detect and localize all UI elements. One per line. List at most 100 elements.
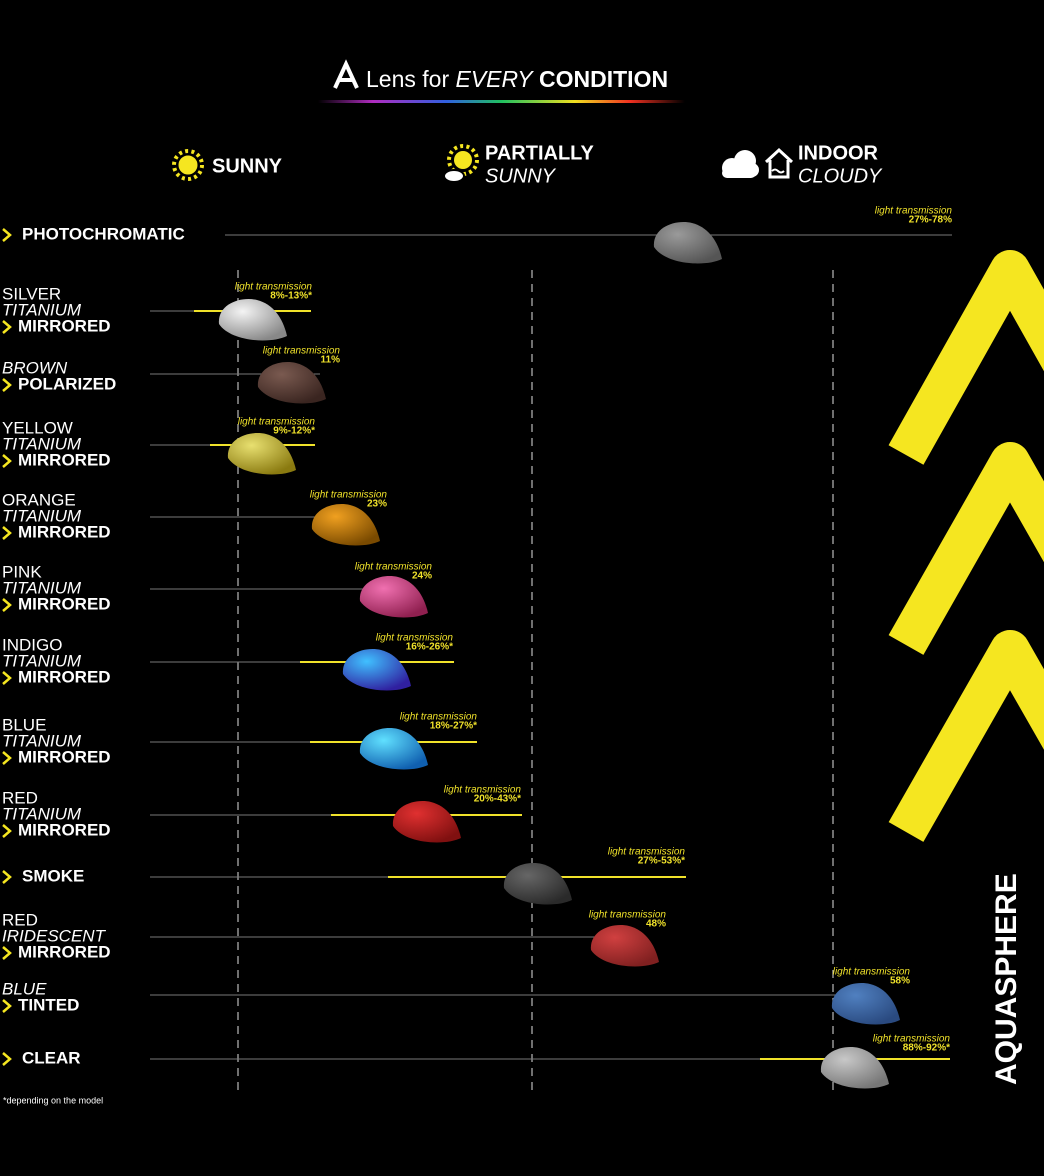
cloud-icon [722, 150, 759, 178]
lens-type: MIRRORED [18, 667, 111, 686]
condition-label: SUNNY [485, 165, 557, 187]
lens-caption: light transmission [833, 967, 911, 978]
lens-name-line: TITANIUM [2, 506, 82, 525]
lens [653, 222, 722, 264]
lens-name-line: IRIDESCENT [2, 926, 107, 945]
lens-type: MIRRORED [18, 316, 111, 335]
chevron-marker [2, 526, 12, 540]
condition-label: PARTIALLY [485, 142, 595, 164]
title-tail: CONDITION [539, 66, 668, 92]
lens-caption: light transmission [355, 562, 433, 573]
lens-name-line: RED [2, 910, 38, 929]
lens-name-line: TITANIUM [2, 300, 82, 319]
lens [311, 504, 380, 546]
lens-value: 16%-26%* [406, 642, 453, 653]
title-em: EVERY [456, 66, 535, 92]
chevron-marker [2, 946, 12, 960]
logo-icon [333, 59, 359, 89]
lens-value: 88%-92%* [903, 1043, 950, 1054]
lens-value: 20%-43%* [474, 794, 521, 805]
lens [359, 576, 428, 618]
lens-value: 8%-13%* [270, 291, 312, 302]
lens-name-line: PINK [2, 562, 42, 581]
lens-value: 24% [412, 571, 432, 582]
lens-type: TINTED [18, 995, 79, 1014]
lens-caption: light transmission [875, 206, 953, 217]
lens-type: PHOTOCHROMATIC [22, 224, 185, 243]
lens-name-line: ORANGE [2, 490, 76, 509]
lens-name-line: TITANIUM [2, 804, 82, 823]
lens-name-line: BLUE [2, 979, 47, 998]
lens [218, 299, 287, 341]
lens-caption: light transmission [608, 847, 686, 858]
lens-caption: light transmission [376, 633, 454, 644]
lens-name-line: SILVER [2, 284, 61, 303]
lens-caption: light transmission [310, 490, 388, 501]
chevron-marker [2, 999, 12, 1013]
condition-label: INDOOR [798, 142, 879, 164]
lens [820, 1047, 889, 1089]
lens-name-line: RED [2, 788, 38, 807]
brand: AQUASPHERE [990, 873, 1023, 1085]
lens-caption: light transmission [400, 712, 478, 723]
lens-value: 27%-53%* [638, 856, 685, 867]
lens [227, 433, 296, 475]
guides [237, 270, 834, 1090]
lens [257, 362, 326, 404]
lens-type: MIRRORED [18, 594, 111, 613]
lens [503, 863, 572, 905]
indoor-icon [764, 147, 794, 179]
chevron-marker [2, 320, 12, 334]
lens-caption: light transmission [444, 785, 522, 796]
lens-caption: light transmission [873, 1034, 951, 1045]
lens-name-line: TITANIUM [2, 731, 82, 750]
condition-label: SUNNY [212, 155, 283, 177]
lens-value: 11% [321, 355, 341, 366]
lens-caption: light transmission [263, 346, 341, 357]
chevron-marker [2, 751, 12, 765]
chevron-marker [2, 1052, 12, 1066]
condition-label: CLOUDY [798, 165, 883, 187]
lens-type: MIRRORED [18, 820, 111, 839]
lens-value: 9%-12%* [273, 426, 315, 437]
lens-type: SMOKE [22, 866, 84, 885]
lens-caption: light transmission [589, 910, 667, 921]
lens [831, 983, 900, 1025]
lens-type: MIRRORED [18, 942, 111, 961]
lens-caption: light transmission [235, 282, 313, 293]
chevron-marker [2, 598, 12, 612]
chevron-marker [2, 228, 12, 242]
chevron-marker [2, 671, 12, 685]
sun-icon [172, 149, 204, 181]
chevron-marker [2, 378, 12, 392]
lens-value: 58% [890, 976, 910, 987]
lens-type: MIRRORED [18, 450, 111, 469]
lens [342, 649, 411, 691]
lens-type: POLARIZED [18, 374, 116, 393]
chevron-marker [2, 824, 12, 838]
lens-value: 27%-78% [909, 215, 952, 226]
lens-type: MIRRORED [18, 747, 111, 766]
lens-name-line: TITANIUM [2, 651, 82, 670]
title: Lens for EVERY CONDITION [366, 66, 668, 92]
lens-type: MIRRORED [18, 522, 111, 541]
lens-value: 23% [367, 499, 387, 510]
lens-value: 18%-27%* [430, 721, 477, 732]
footnote: *depending on the model [3, 1095, 103, 1105]
chevron-marker [2, 870, 12, 884]
rainbow-line [318, 100, 685, 103]
lens-caption: light transmission [238, 417, 316, 428]
lens [392, 801, 461, 843]
chevron-marker [2, 454, 12, 468]
brand-chevrons [888, 250, 1044, 842]
lens-type: CLEAR [22, 1048, 81, 1067]
lens-name-line: BROWN [2, 358, 68, 377]
lens-name-line: TITANIUM [2, 578, 82, 597]
lens-name-line: INDIGO [2, 635, 62, 654]
partial-sun-icon [443, 144, 479, 183]
lens-name-line: BLUE [2, 715, 46, 734]
lens-value: 48% [646, 919, 666, 930]
lens-rows: light transmission27%-78%PHOTOCHROMATICl… [2, 206, 952, 1089]
